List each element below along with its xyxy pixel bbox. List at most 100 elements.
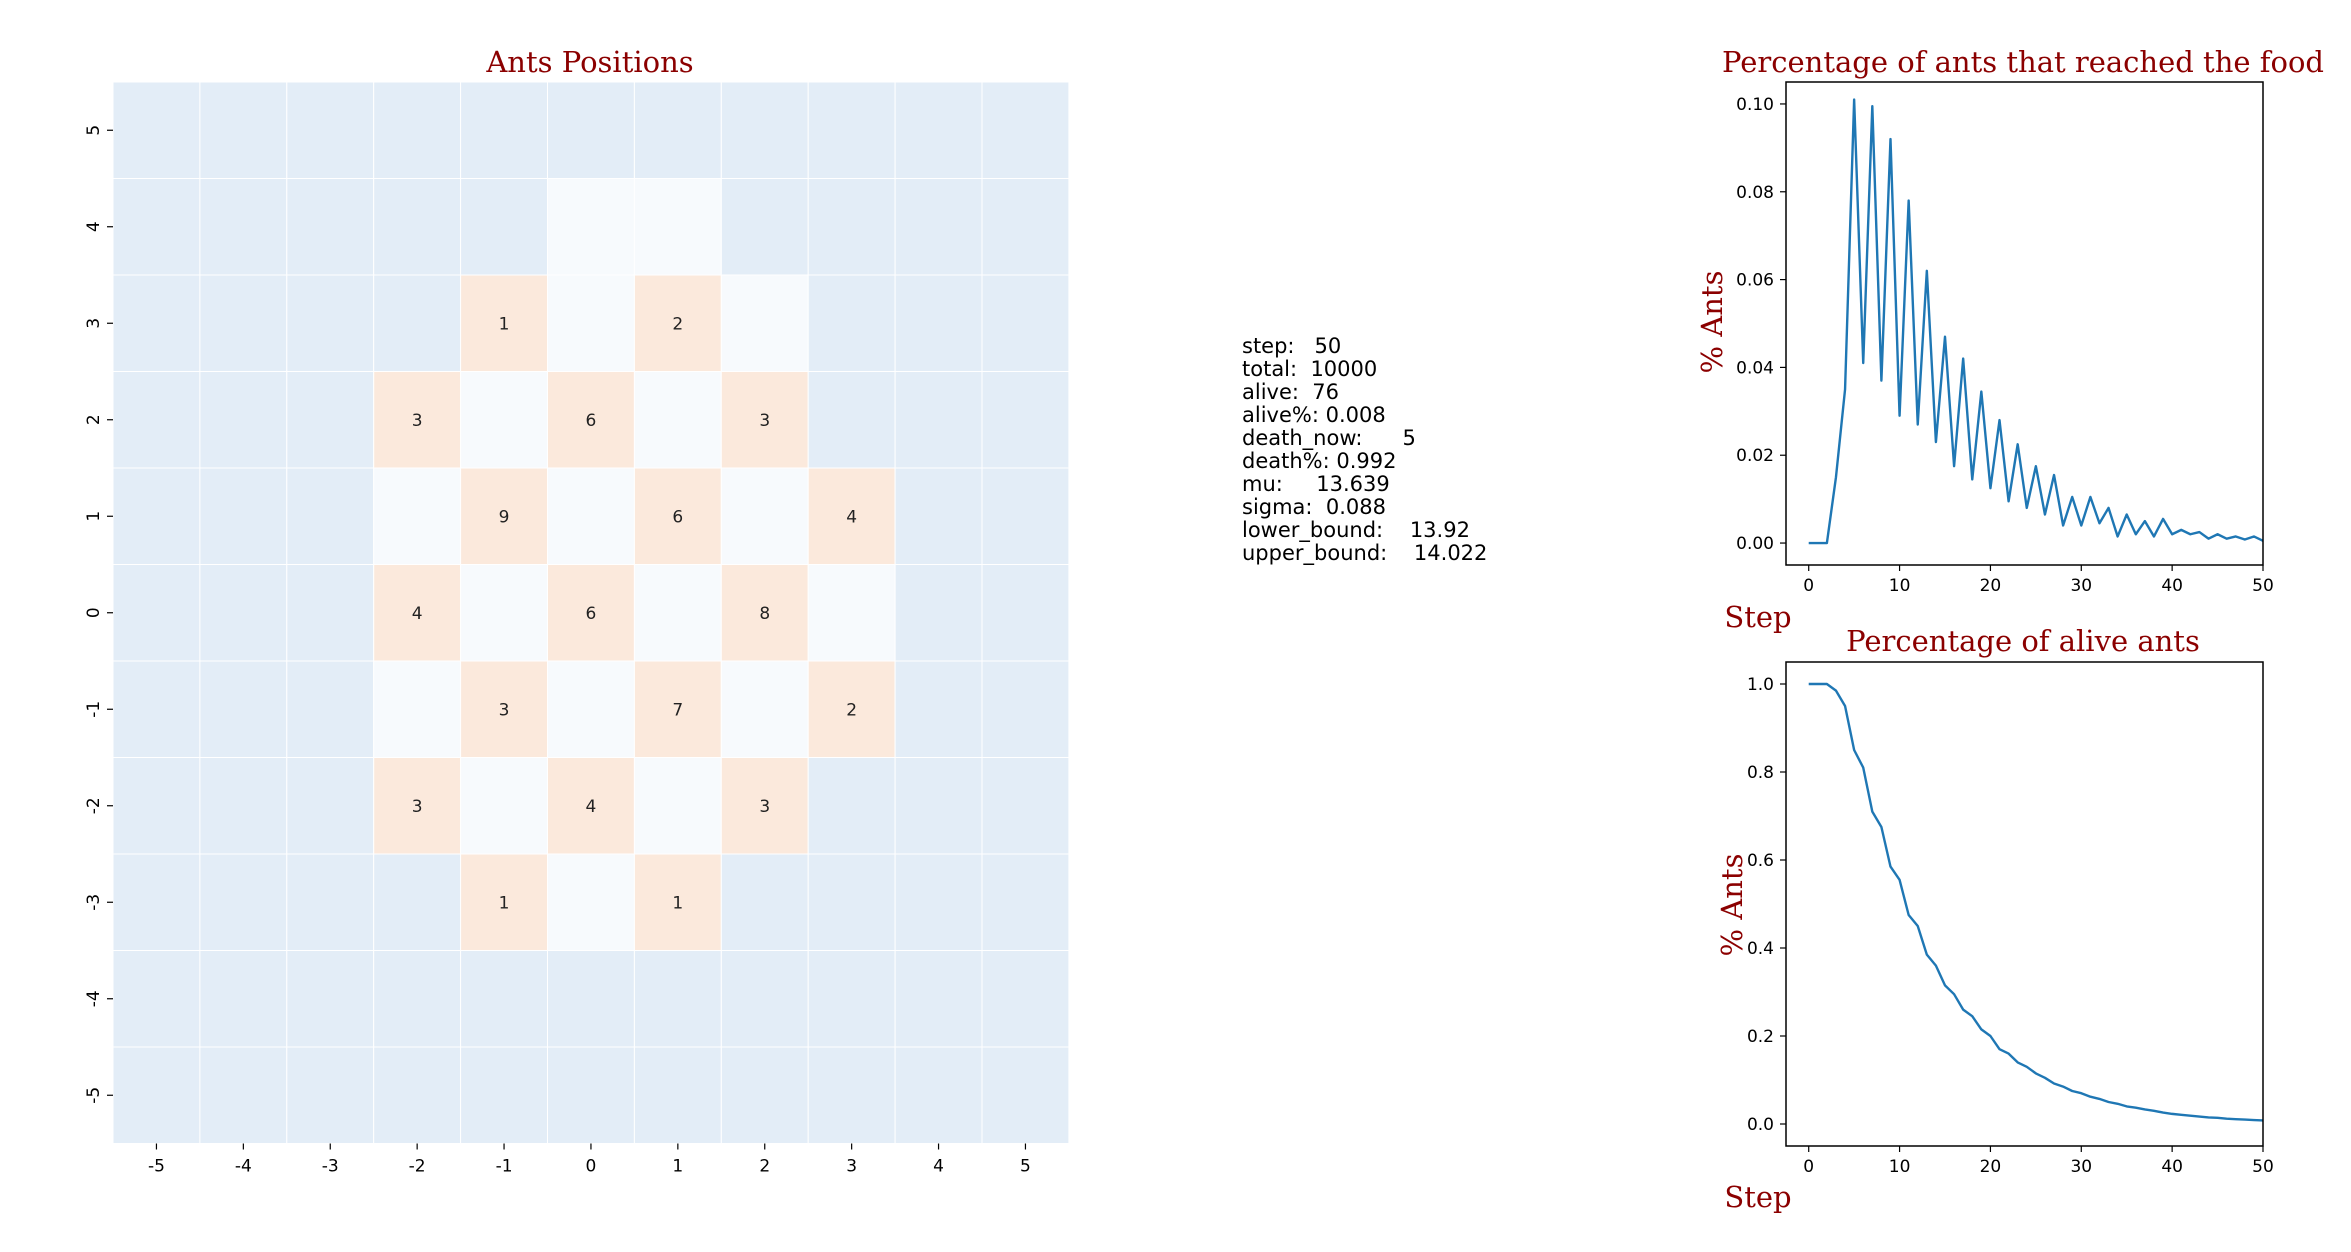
- heatmap-y-tick-label: -4: [84, 990, 104, 1007]
- stat-total: total: 10000: [1242, 357, 1377, 381]
- heatmap-cell-value: 3: [499, 700, 510, 720]
- heatmap-cell: [547, 274, 635, 372]
- heatmap-cell: [807, 178, 896, 276]
- heatmap-cell: [981, 1046, 1070, 1144]
- heatmap-cell: [199, 81, 288, 179]
- stat-death-percent: death%: 0.992: [1242, 449, 1397, 473]
- heatmap-cell: [633, 178, 722, 276]
- heatmap-cell: [373, 950, 462, 1048]
- heatmap-cell: [286, 950, 375, 1048]
- stat-lower-bound: lower_bound: 13.92: [1242, 518, 1470, 543]
- food-chart-title: Percentage of ants that reached the food: [1722, 45, 2324, 79]
- heatmap-cell-value: 1: [499, 314, 510, 334]
- alive-chart-series-line: [1808, 682, 2264, 1122]
- x-tick-label: 10: [1889, 1157, 1911, 1177]
- heatmap-cell: [547, 564, 635, 662]
- heatmap-cell-value: 8: [759, 604, 770, 624]
- heatmap-cell: [894, 1046, 983, 1144]
- x-tick-label: 50: [2252, 576, 2274, 596]
- heatmap-cell: [199, 564, 288, 662]
- heatmap-cell: [633, 81, 722, 179]
- x-tick-label: 30: [2070, 1157, 2092, 1177]
- heatmap-cell: [894, 467, 983, 565]
- heatmap-cell: [894, 274, 983, 372]
- heatmap-cell: [720, 274, 809, 372]
- heatmap-y-tick-label: 2: [84, 414, 104, 425]
- heatmap-cell: [547, 178, 635, 276]
- heatmap-cell: [894, 564, 983, 662]
- x-tick-label: 20: [1980, 1157, 2002, 1177]
- stat-sigma: sigma: 0.088: [1242, 495, 1386, 519]
- heatmap-cell-labels: 1 2 3 6 3 9 6 4 4 6 8 3 7 2 3 4 3 1 1: [412, 314, 857, 913]
- heatmap-cell: [981, 853, 1070, 951]
- heatmap-cell: [199, 371, 288, 469]
- heatmap-cell: [720, 1046, 809, 1144]
- heatmap-cell-value: 2: [846, 700, 857, 720]
- heatmap-cell-value: 4: [586, 797, 597, 817]
- heatmap-cell: [807, 757, 896, 855]
- heatmap-cell: [373, 660, 462, 758]
- heatmap-cell: [981, 660, 1070, 758]
- y-tick-label: 0.0: [1747, 1115, 1774, 1135]
- heatmap-cell: [807, 564, 896, 662]
- heatmap-cells: [112, 81, 1070, 1144]
- heatmap-y-tick-label: 4: [84, 221, 104, 232]
- heatmap-y-ticks: 5 4 3 2 1 0 -1 -2 -3 -4 -5: [84, 125, 113, 1104]
- heatmap-cell: [112, 81, 201, 179]
- alive-chart-xlabel: Step: [1724, 1180, 1791, 1214]
- heatmap-cell: [633, 564, 722, 662]
- heatmap-cell: [460, 757, 549, 855]
- heatmap-cell: [460, 178, 549, 276]
- heatmap-cell: [112, 371, 201, 469]
- heatmap-y-tick-label: -3: [84, 894, 104, 911]
- heatmap-cell: [981, 274, 1070, 372]
- heatmap-cell-value: 1: [499, 893, 510, 913]
- heatmap-cell: [633, 853, 722, 951]
- heatmap-cell: [894, 371, 983, 469]
- heatmap-cell: [633, 757, 722, 855]
- heatmap-cell: [720, 81, 809, 179]
- heatmap-cell: [112, 757, 201, 855]
- heatmap-cell: [981, 467, 1070, 565]
- x-tick-label: 0: [1803, 576, 1814, 596]
- heatmap-cell: [286, 81, 375, 179]
- heatmap-cell-value: 4: [412, 604, 423, 624]
- stat-upper-bound: upper_bound: 14.022: [1242, 541, 1487, 566]
- heatmap-cell: [547, 950, 635, 1048]
- heatmap-cell: [981, 950, 1070, 1048]
- heatmap-cell-value: 3: [759, 797, 770, 817]
- heatmap-y-tick-label: -2: [84, 797, 104, 814]
- heatmap-x-tick-label: -4: [235, 1157, 252, 1177]
- heatmap-x-tick-label: -1: [496, 1157, 513, 1177]
- ants-positions-heatmap: Ants Positions 1 23 6 39 6 44 6 83 7 23 4 31 1 -5 -4-…: [84, 45, 1070, 1177]
- heatmap-cell: [373, 81, 462, 179]
- heatmap-cell: [373, 853, 462, 951]
- heatmap-cell: [373, 274, 462, 372]
- y-tick-label: 0.4: [1747, 939, 1774, 959]
- heatmap-cell: [460, 467, 549, 565]
- heatmap-cell: [460, 371, 549, 469]
- heatmap-cell: [286, 467, 375, 565]
- heatmap-cell: [199, 178, 288, 276]
- heatmap-cell: [199, 660, 288, 758]
- heatmap-x-ticks: -5 -4 -3 -2 -1 0 1 2 3 4 5: [148, 1143, 1031, 1177]
- heatmap-cell: [112, 853, 201, 951]
- heatmap-cell: [112, 1046, 201, 1144]
- y-tick-label: 0.06: [1736, 271, 1774, 291]
- heatmap-cell: [894, 757, 983, 855]
- heatmap-cell: [981, 178, 1070, 276]
- heatmap-cell: [373, 178, 462, 276]
- y-tick-label: 0.04: [1736, 358, 1774, 378]
- heatmap-cell: [720, 660, 809, 758]
- heatmap-cell: [286, 564, 375, 662]
- alive-ants-chart: Percentage of alive ants Step % Ants 0 10…: [1715, 624, 2274, 1214]
- heatmap-cell: [981, 371, 1070, 469]
- heatmap-cell: [112, 178, 201, 276]
- heatmap-cell: [807, 950, 896, 1048]
- heatmap-cell: [199, 757, 288, 855]
- alive-chart-title: Percentage of alive ants: [1846, 624, 2200, 658]
- heatmap-x-tick-label: -3: [322, 1157, 339, 1177]
- heatmap-cell: [633, 950, 722, 1048]
- heatmap-cell: [547, 371, 635, 469]
- food-chart-frame: [1785, 81, 2264, 566]
